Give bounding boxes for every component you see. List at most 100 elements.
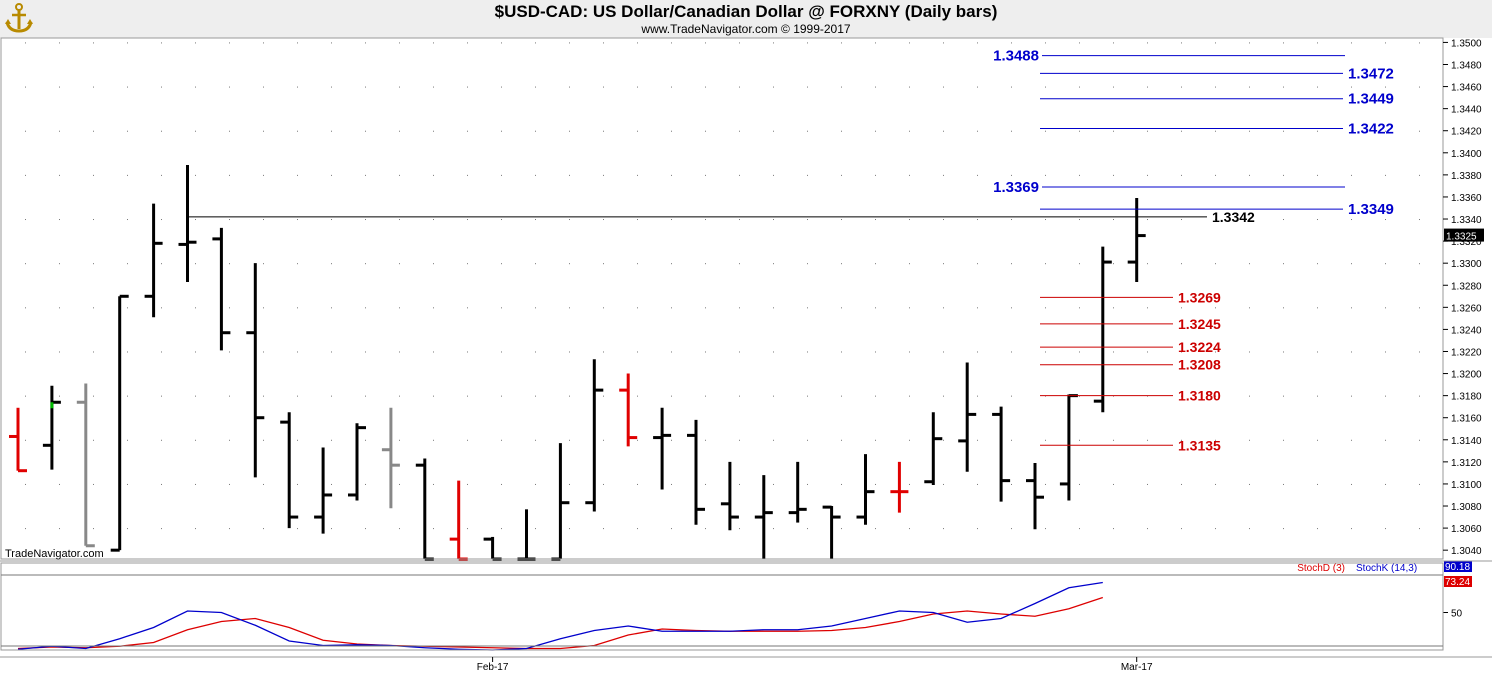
grid-dot bbox=[603, 219, 604, 221]
watermark: TradeNavigator.com bbox=[5, 548, 104, 560]
grid-dot bbox=[1215, 86, 1216, 88]
grid-dot bbox=[161, 130, 162, 132]
grid-dot bbox=[1011, 351, 1012, 353]
grid-dot bbox=[1215, 483, 1216, 485]
grid-dot bbox=[127, 351, 128, 353]
grid-dot bbox=[399, 42, 400, 44]
grid-dot bbox=[195, 528, 196, 530]
grid-dot bbox=[739, 219, 740, 221]
price-bar bbox=[822, 505, 841, 559]
grid-dot bbox=[841, 263, 842, 265]
grid-dot bbox=[739, 528, 740, 530]
grid-dot bbox=[875, 307, 876, 309]
target-label-blue: 1.3449 bbox=[1348, 91, 1394, 108]
grid-dot bbox=[1045, 86, 1046, 88]
stochastic-panel: 50 StochD (3) StochK (14,3) 90.18 73.24 bbox=[17, 561, 1472, 651]
grid-dot bbox=[263, 483, 264, 485]
grid-dot bbox=[93, 86, 94, 88]
grid-dot bbox=[127, 174, 128, 176]
grid-dot bbox=[637, 351, 638, 353]
grid-dot bbox=[501, 42, 502, 44]
grid-dot bbox=[229, 219, 230, 221]
grid-dot bbox=[195, 439, 196, 441]
grid-dot bbox=[943, 174, 944, 176]
grid-dot bbox=[909, 263, 910, 265]
stoch-line bbox=[17, 581, 1103, 651]
grid-dot bbox=[467, 263, 468, 265]
grid-dot bbox=[229, 351, 230, 353]
grid-dot bbox=[1283, 439, 1284, 441]
grid-dot bbox=[943, 263, 944, 265]
grid-dot bbox=[331, 130, 332, 132]
grid-dot bbox=[977, 263, 978, 265]
grid-dot bbox=[161, 528, 162, 530]
grid-dot bbox=[399, 86, 400, 88]
grid-dot bbox=[1215, 351, 1216, 353]
grid-dot bbox=[569, 439, 570, 441]
grid-dot bbox=[467, 307, 468, 309]
grid-dot bbox=[1113, 483, 1114, 485]
grid-dot bbox=[433, 483, 434, 485]
price-bar bbox=[924, 412, 943, 486]
grid-dot bbox=[807, 86, 808, 88]
grid-dot bbox=[569, 351, 570, 353]
grid-dot bbox=[161, 395, 162, 397]
grid-dot bbox=[603, 395, 604, 397]
grid-dot bbox=[1011, 307, 1012, 309]
grid-dot bbox=[161, 42, 162, 44]
grid-dot bbox=[875, 130, 876, 132]
grid-dot bbox=[977, 395, 978, 397]
grid-dot bbox=[535, 351, 536, 353]
y-tick-label: 1.3100 bbox=[1451, 480, 1482, 491]
grid-dot bbox=[1419, 219, 1420, 221]
grid-dot bbox=[59, 307, 60, 309]
grid-dot bbox=[841, 42, 842, 44]
grid-dot bbox=[25, 351, 26, 353]
x-tick-label: Feb-17 bbox=[477, 662, 509, 673]
price-bar bbox=[619, 373, 638, 447]
grid-dot bbox=[807, 483, 808, 485]
grid-dot bbox=[93, 395, 94, 397]
grid-dot bbox=[1079, 483, 1080, 485]
grid-dot bbox=[1351, 351, 1352, 353]
grid-dot bbox=[1079, 219, 1080, 221]
grid-dot bbox=[195, 174, 196, 176]
grid-dot bbox=[569, 219, 570, 221]
grid-dot bbox=[93, 351, 94, 353]
grid-dot bbox=[365, 42, 366, 44]
grid-dot bbox=[637, 483, 638, 485]
grid-dot bbox=[1011, 395, 1012, 397]
y-tick-label: 1.3480 bbox=[1451, 60, 1482, 71]
grid-dot bbox=[841, 307, 842, 309]
grid-dot bbox=[671, 219, 672, 221]
grid-dot bbox=[501, 263, 502, 265]
y-tick-label: 1.3060 bbox=[1451, 524, 1482, 535]
grid-dot bbox=[297, 263, 298, 265]
grid-dot bbox=[637, 263, 638, 265]
grid-dot bbox=[909, 219, 910, 221]
y-tick-label: 1.3160 bbox=[1451, 414, 1482, 425]
grid-dot bbox=[1045, 483, 1046, 485]
price-bars bbox=[9, 164, 1146, 561]
y-tick-label: 1.3280 bbox=[1451, 281, 1482, 292]
grid-dot bbox=[501, 351, 502, 353]
grid-dot bbox=[807, 219, 808, 221]
grid-dot bbox=[297, 130, 298, 132]
y-tick-label: 1.3120 bbox=[1451, 458, 1482, 469]
grid-dot bbox=[943, 483, 944, 485]
grid-dot bbox=[501, 439, 502, 441]
price-bar bbox=[178, 164, 197, 282]
grid-dot bbox=[1011, 42, 1012, 44]
grid-dot bbox=[569, 42, 570, 44]
price-bar bbox=[551, 443, 570, 561]
grid-dot bbox=[1113, 174, 1114, 176]
grid-dot bbox=[399, 307, 400, 309]
grid-dot bbox=[705, 395, 706, 397]
grid-dot bbox=[637, 439, 638, 441]
grid-dot bbox=[773, 528, 774, 530]
grid-dot bbox=[25, 174, 26, 176]
grid-dot bbox=[671, 86, 672, 88]
grid-dot bbox=[297, 483, 298, 485]
grid-dot bbox=[1351, 174, 1352, 176]
y-tick-label: 1.3240 bbox=[1451, 325, 1482, 336]
